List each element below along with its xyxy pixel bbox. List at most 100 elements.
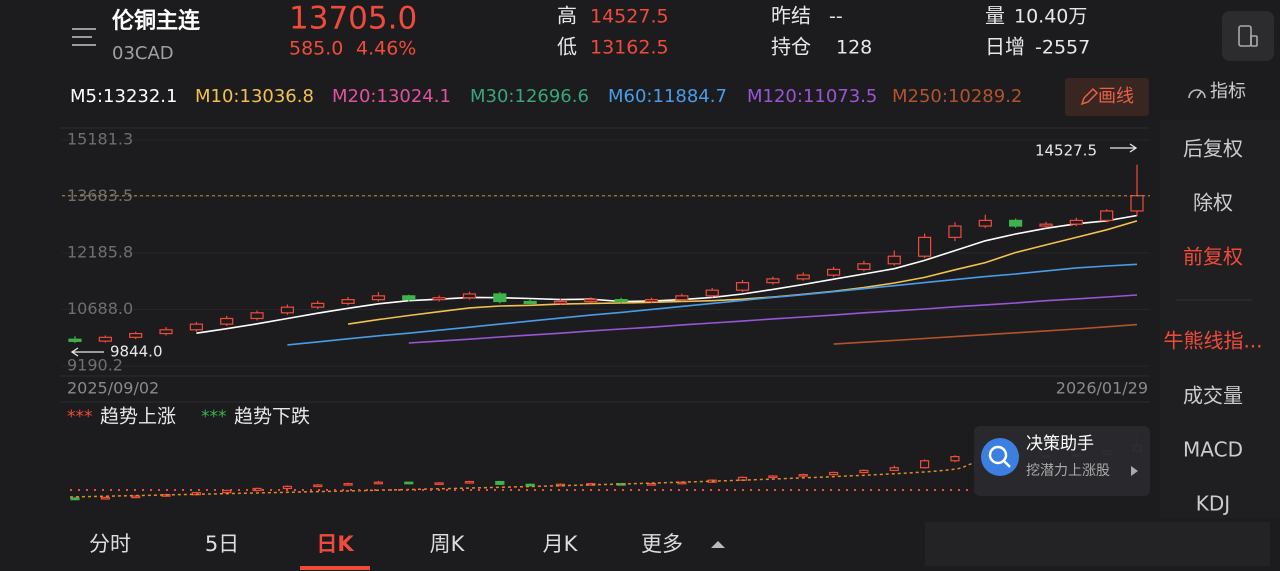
candle-body	[948, 225, 962, 238]
volume-value: 10.40万	[1014, 6, 1087, 28]
tab[interactable]: 月K	[543, 532, 579, 556]
y-tick-label: 15181.3	[67, 130, 133, 149]
assistant-subtitle: 挖潜力上涨股	[1026, 463, 1110, 479]
candle-body	[887, 255, 901, 265]
x-tick-label: 2025/09/02	[67, 379, 159, 398]
ma-legend-item: M60:11884.7	[608, 86, 727, 107]
candle-body	[311, 302, 325, 308]
lower-candle-body	[70, 497, 80, 501]
max-annotation: 14527.5	[1035, 142, 1097, 160]
candle-body	[553, 300, 568, 304]
lower-candle-body	[495, 480, 505, 485]
ma-legend-item: M30:12696.6	[470, 86, 589, 107]
lower-candle-body	[525, 483, 535, 487]
candle-body	[129, 332, 143, 338]
daily-increase-label: 日增	[985, 35, 1025, 59]
sidebar-item[interactable]: MACD	[1183, 438, 1243, 462]
assistant-popup[interactable]: 决策助手 挖潜力上涨股	[974, 426, 1150, 496]
candle-body	[1009, 219, 1023, 227]
min-arrow	[70, 347, 104, 357]
lower-candle-body	[313, 484, 323, 488]
last-price: 13705.0	[289, 1, 417, 37]
grid: 15181.313683.512185.810688.09190.22025/0…	[62, 130, 1150, 398]
price-change-pct: 4.46%	[356, 38, 416, 60]
candle-body	[402, 295, 416, 301]
trend-down-text: 趋势下跌	[234, 406, 310, 428]
candle-body	[98, 336, 112, 342]
ma-legend-item: M10:13036.8	[195, 86, 314, 107]
ma-line	[347, 220, 1138, 325]
candle-body	[705, 289, 719, 297]
tab[interactable]: 更多	[641, 532, 683, 556]
trend-down-marker: ***	[201, 407, 227, 427]
candle-body	[766, 278, 780, 284]
candle-body	[826, 268, 841, 276]
low-label: 低	[557, 35, 577, 59]
assistant-title: 决策助手	[1026, 434, 1094, 454]
lower-candle-body	[434, 482, 444, 486]
open-interest-label: 持仓	[771, 35, 811, 59]
lower-candle-body	[252, 487, 262, 492]
open-interest-value: 128	[836, 37, 872, 59]
high-value: 14527.5	[590, 6, 669, 28]
trend-up-marker: ***	[67, 407, 93, 427]
sidebar-item[interactable]: 后复权	[1183, 137, 1243, 161]
candle-body	[250, 312, 264, 320]
menu-icon[interactable]	[72, 28, 96, 46]
candle-body	[675, 295, 689, 301]
lower-candle-body	[950, 456, 960, 462]
ma-line	[196, 214, 1138, 334]
candle-body	[280, 306, 294, 314]
high-label: 高	[557, 4, 577, 28]
candle-body	[432, 297, 446, 301]
blurred-overlay	[925, 522, 1270, 566]
lower-panel	[70, 434, 1142, 501]
low-value: 13162.5	[590, 37, 669, 59]
ma-legend-item: M5:13232.1	[70, 86, 177, 107]
candle-body	[917, 236, 932, 257]
sidebar-item[interactable]: 牛熊线指...	[1163, 329, 1262, 353]
rotate-button[interactable]	[1222, 11, 1274, 61]
draw-line-button[interactable]: 画线	[1065, 78, 1149, 116]
tab[interactable]: 日K	[316, 532, 354, 556]
candle-body	[493, 293, 507, 303]
tab[interactable]: 分时	[89, 532, 131, 556]
candle-body	[341, 299, 355, 304]
ma-legend-item: M250:10289.2	[892, 86, 1022, 107]
sidebar-item[interactable]: 成交量	[1183, 384, 1243, 408]
tabs: 分时 5日 日K 周K 月K 更多	[89, 532, 683, 570]
tab-underline	[300, 566, 370, 570]
indicator-icon	[1188, 89, 1206, 99]
ma-line	[287, 263, 1138, 346]
candle-body	[584, 299, 598, 303]
lower-candle-body	[768, 475, 778, 479]
tab[interactable]: 5日	[205, 532, 239, 556]
lower-candle-body	[373, 481, 384, 485]
more-arrow	[711, 541, 725, 548]
candle-body	[614, 299, 628, 303]
sidebar-item[interactable]: KDJ	[1196, 492, 1230, 516]
y-tick-label: 10688.0	[67, 299, 133, 318]
tab[interactable]: 周K	[430, 532, 466, 556]
candle-body	[1100, 210, 1114, 221]
sidebar-item[interactable]: 前复权	[1183, 245, 1243, 269]
candle-body	[978, 219, 992, 227]
indicator-button[interactable]: 指标	[1210, 81, 1246, 102]
max-arrow	[1110, 143, 1138, 153]
lower-candle-body	[282, 485, 292, 490]
sidebar-item[interactable]: 除权	[1193, 191, 1233, 215]
candle-body	[523, 300, 537, 304]
lower-candle-body	[343, 483, 353, 486]
candle-body	[220, 317, 234, 325]
candle-body	[1069, 219, 1083, 225]
lower-candle-body	[828, 471, 839, 476]
lower-candle-body	[100, 496, 110, 500]
trend-up-text: 趋势上涨	[100, 406, 176, 428]
ma-legend: M5:13232.1 M10:13036.8 M20:13024.1 M30:1269…	[70, 86, 1022, 107]
lower-candle-body	[404, 481, 414, 485]
contract-code: 03CAD	[112, 43, 174, 64]
contract-name: 伦铜主连	[112, 8, 201, 34]
